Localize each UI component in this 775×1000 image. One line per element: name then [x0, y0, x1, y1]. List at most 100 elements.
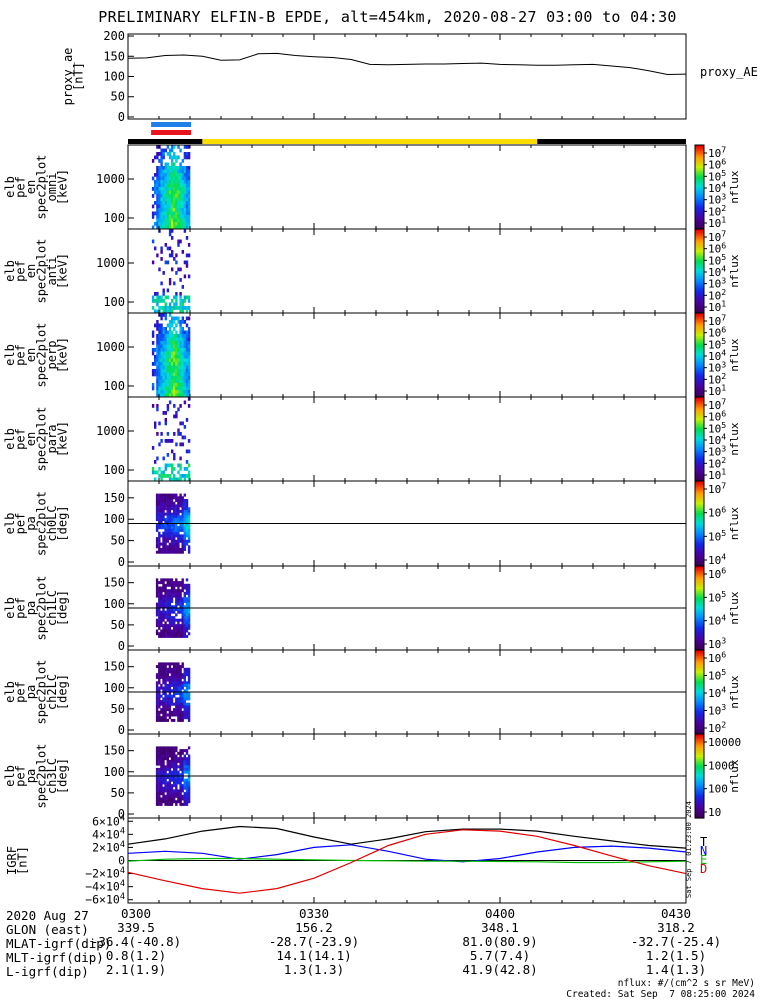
- spec-anti-cell: [160, 250, 163, 254]
- pa-ch2-cell: [177, 716, 180, 720]
- spec-para-colorbar-tick-label-5: 102: [708, 455, 726, 470]
- pa-ch3-cell: [185, 759, 189, 763]
- pa-ch3-cell: [164, 794, 167, 798]
- spec-omni-cell: [183, 169, 187, 174]
- spec-perp-cell: [173, 390, 176, 394]
- spec-para-colorbar-step: [695, 409, 704, 413]
- spec-perp-cell: [175, 334, 178, 338]
- spec-perp-cell: [179, 323, 182, 328]
- pa-ch3-colorbar-step: [695, 763, 704, 767]
- pa-ch2-cell: [177, 681, 180, 685]
- spec-perp-cell: [185, 351, 189, 356]
- pa-ch0-cell: [155, 507, 159, 511]
- pa-ch0-cell: [185, 528, 189, 532]
- pa-ch1-cell: [162, 602, 165, 606]
- pa-ch3-cell: [170, 751, 174, 755]
- spec-perp-cell: [158, 365, 161, 370]
- pa-ch1-cell: [166, 616, 169, 620]
- pa-ch1-cell: [164, 613, 167, 617]
- spec-perp-cell: [171, 372, 174, 377]
- pa-ch1-cell: [175, 624, 178, 628]
- pa-ch3-cell: [173, 759, 176, 763]
- pa-ch3-cell: [158, 789, 161, 793]
- spec-perp-cell: [171, 386, 174, 391]
- pa-ch1-cell: [162, 634, 165, 638]
- spec-omni-cell: [185, 201, 189, 205]
- spec-anti-colorbar-step: [695, 250, 704, 253]
- pa-ch3-cell: [170, 759, 174, 763]
- spec-omni-cell: [171, 166, 174, 170]
- spec-omni-cell: [168, 215, 172, 219]
- pa-ch2-cell: [166, 705, 169, 709]
- spec-perp-colorbar-step: [695, 313, 704, 316]
- pa-ch1-cell: [166, 624, 169, 628]
- spec-anti-colorbar-step: [695, 271, 704, 274]
- pa-ch0-cell: [173, 542, 176, 546]
- pa-ch2-cell: [158, 662, 161, 666]
- pa-ch0-cell: [155, 499, 159, 502]
- spec-para-colorbar-step: [695, 453, 704, 457]
- spec-omni-colorbar-step: [695, 197, 704, 201]
- spec-para-cell: [177, 470, 180, 475]
- pa-ch0-cell: [168, 548, 172, 551]
- pa-ch1-cell: [187, 618, 191, 622]
- pa-ch0-cell: [179, 499, 182, 502]
- pa-ch3-colorbar-step: [695, 752, 704, 756]
- pa-ch3-colorbar-step: [695, 769, 704, 773]
- spec-perp-cell: [187, 383, 191, 387]
- pa-ch1-cell: [173, 616, 176, 620]
- spec-anti-cell: [179, 299, 182, 303]
- pa-ch2-cell: [177, 710, 180, 714]
- pa-ch3-cell: [181, 767, 184, 771]
- spec-omni-colorbar-step: [695, 155, 704, 159]
- spec-para-cell: [154, 425, 157, 429]
- spec-perp-cell: [183, 355, 187, 359]
- spec-anti-colorbar-tick-label-6: 101: [708, 299, 726, 314]
- pa-ch0-cell: [170, 518, 174, 522]
- spec-anti-cell: [164, 306, 167, 310]
- pa-ch2-cell: [164, 665, 167, 669]
- spec-para-cell: [181, 435, 184, 440]
- spec-omni-cell: [179, 204, 182, 209]
- pa-ch0-cell: [175, 550, 178, 554]
- spec-perp-cell: [183, 379, 187, 384]
- spec-anti-cell: [183, 229, 187, 233]
- pa-ch2-cell: [162, 700, 165, 704]
- pa-ch1-cell: [168, 583, 172, 587]
- pa-ch2-ytick-label-2: 50: [111, 702, 125, 716]
- pa-ch0-cell: [164, 534, 167, 538]
- pa-ch1-cell: [173, 591, 176, 595]
- spec-perp-cell: [181, 351, 184, 356]
- pa-ch3-cell: [160, 762, 163, 766]
- pa-ch1-cell: [168, 613, 172, 617]
- spec-para-cell: [175, 414, 178, 419]
- spec-perp-cell: [158, 383, 161, 387]
- pa-ch0-cell: [164, 528, 167, 532]
- spec-anti-ylabel-line-4: anti: [45, 257, 59, 286]
- pa-ch0-cell: [173, 504, 176, 508]
- spec-perp-cell: [168, 341, 172, 345]
- pa-ch2-cell: [183, 708, 186, 712]
- pa-ch3-cell: [175, 792, 178, 796]
- spec-omni-cell: [185, 197, 189, 202]
- pa-ch2-cell: [162, 689, 165, 693]
- pa-ch2-cell: [181, 718, 184, 722]
- pa-ch2-colorbar-step: [695, 731, 704, 735]
- pa-ch0-cell: [173, 539, 176, 543]
- spec-anti-cell: [160, 281, 163, 286]
- spec-omni-cell: [185, 183, 189, 188]
- spec-perp-colorbar-step: [695, 359, 704, 362]
- pa-ch2-cell: [187, 675, 191, 679]
- spec-perp-cell: [164, 383, 167, 387]
- spec-perp-cell: [168, 365, 172, 370]
- spec-omni-cell: [187, 180, 191, 184]
- spec-anti-colorbar-step: [695, 304, 704, 308]
- pa-ch0-cell: [168, 496, 172, 500]
- pa-ch2-cell: [168, 697, 172, 701]
- spec-perp-cell: [187, 379, 191, 384]
- pa-ch2-cell: [168, 681, 172, 685]
- pa-ch1-cell: [155, 594, 159, 598]
- spec-omni-colorbar-step: [695, 151, 704, 154]
- spec-perp-cell: [175, 393, 178, 398]
- pa-ch0-colorbar-step: [695, 532, 704, 535]
